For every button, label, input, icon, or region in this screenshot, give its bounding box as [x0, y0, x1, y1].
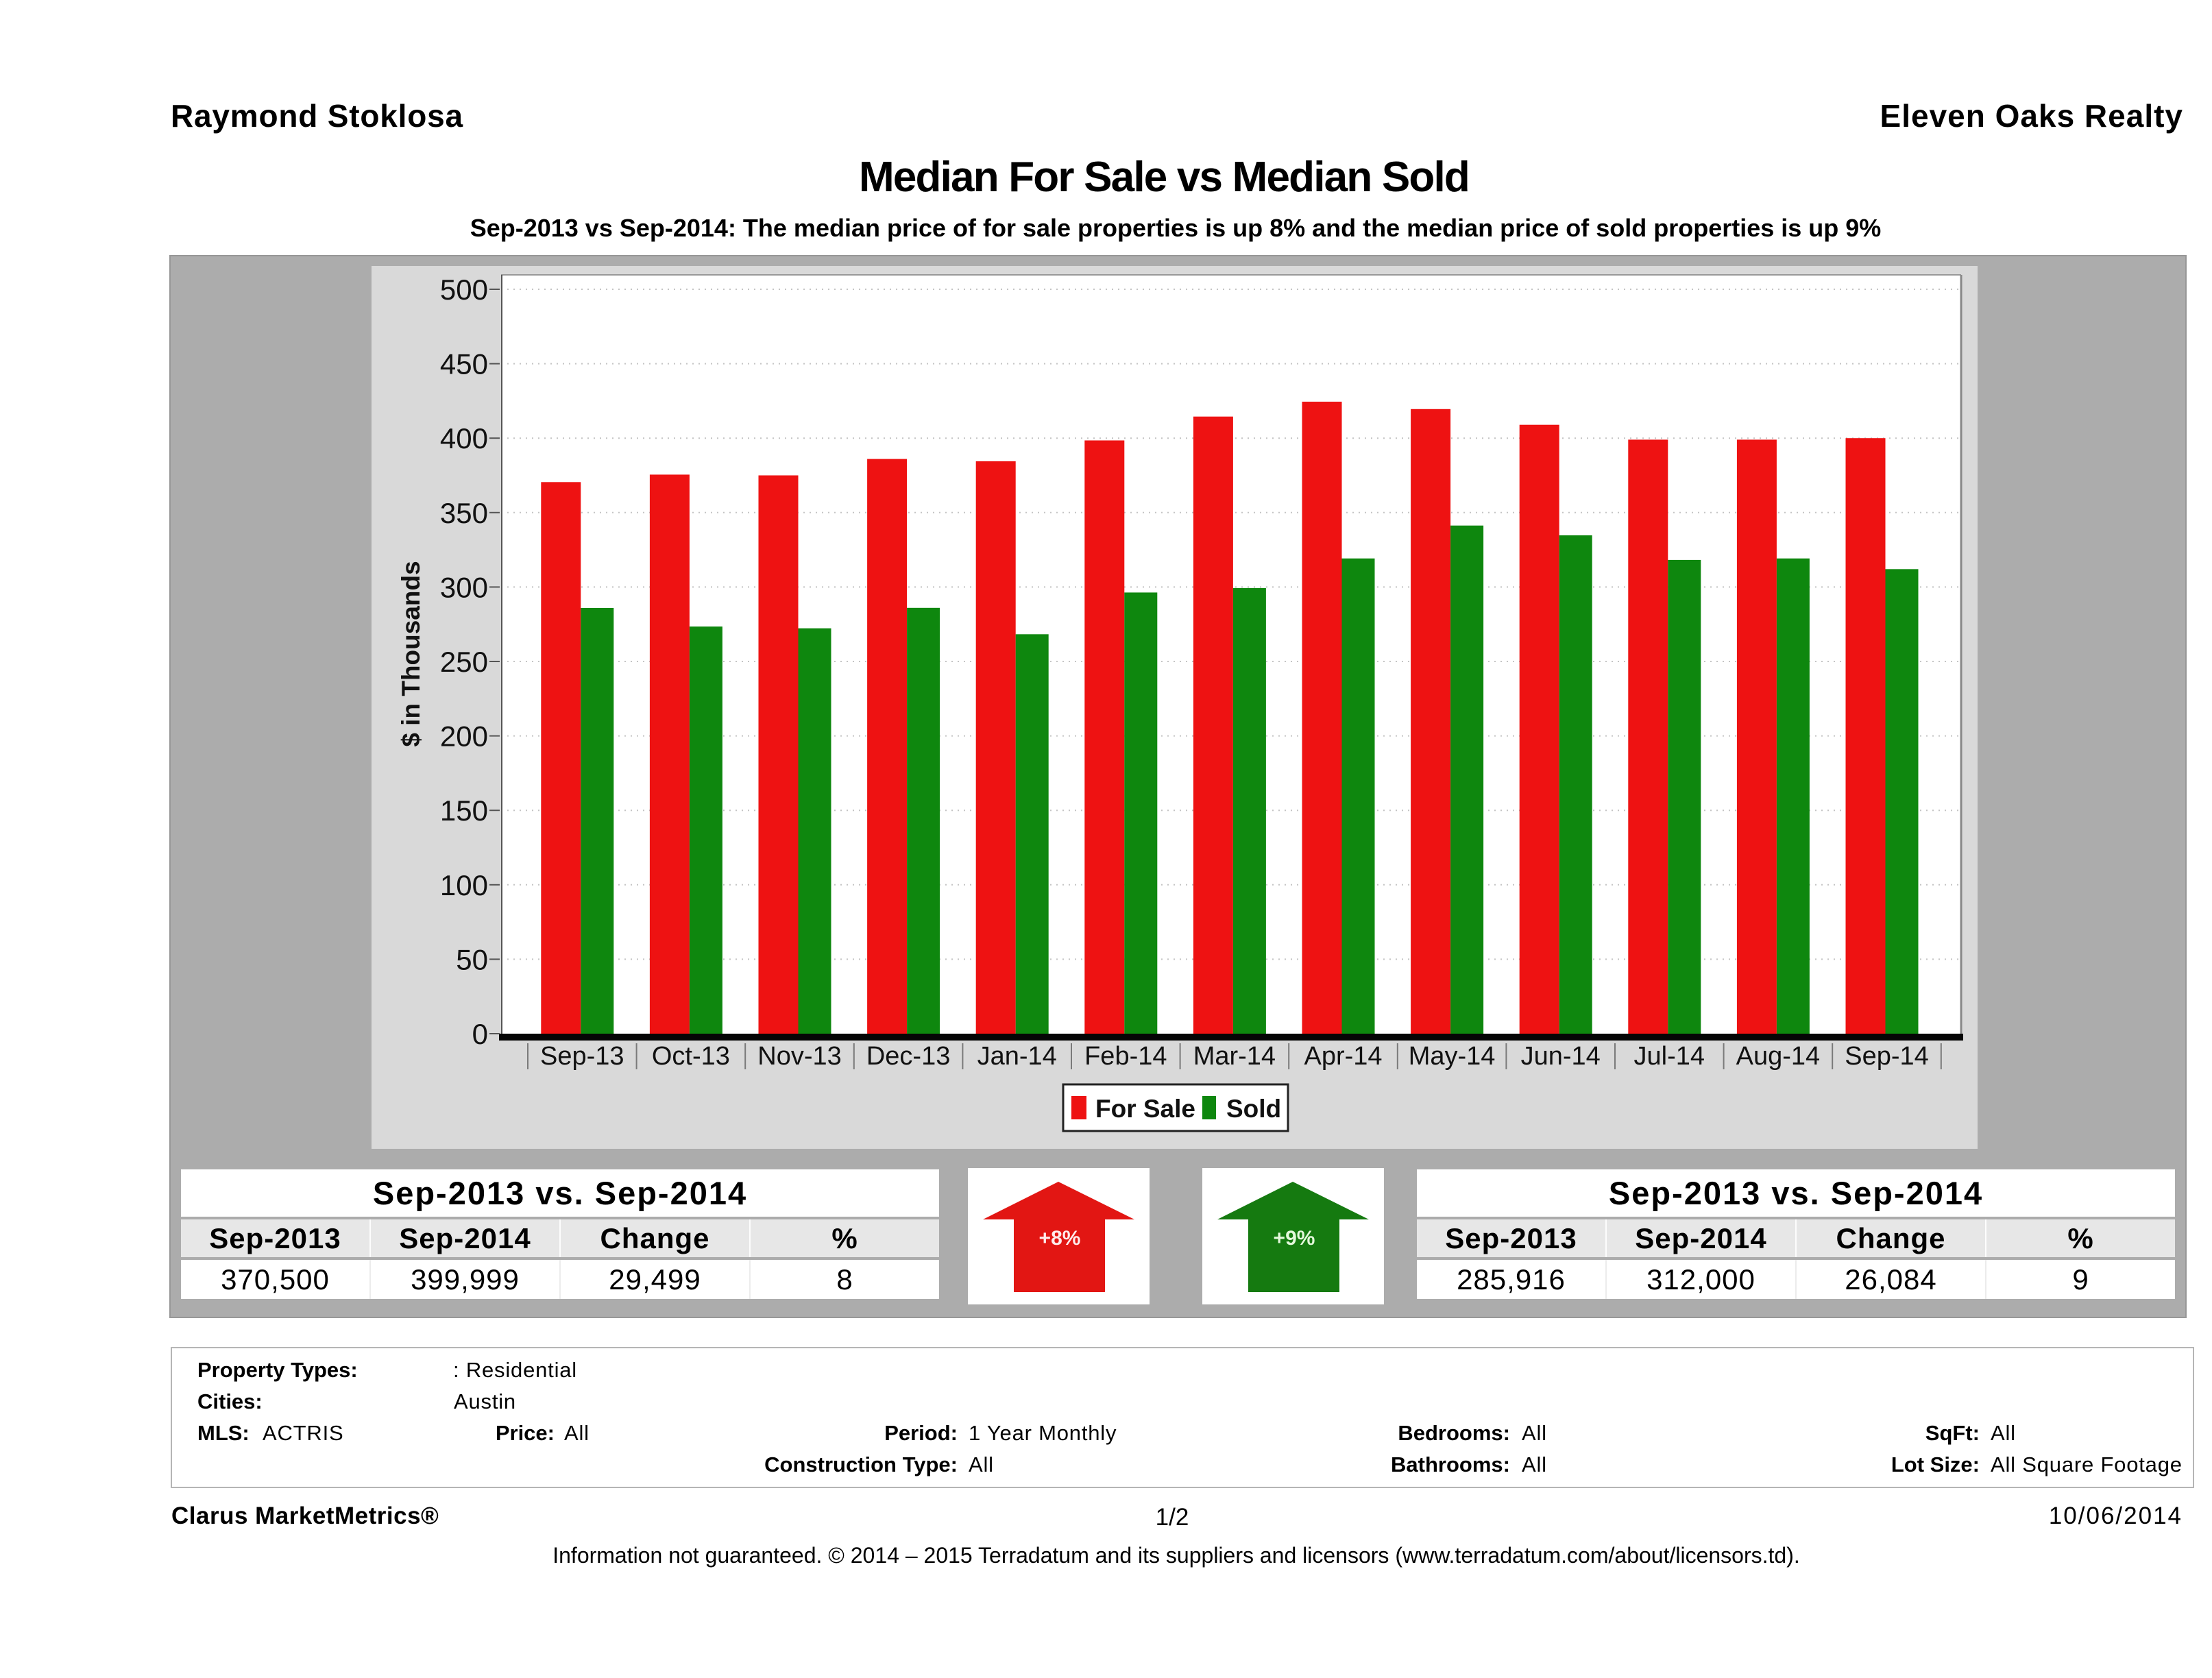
svg-text:300: 300 [440, 571, 488, 603]
svg-text:Feb-14: Feb-14 [1084, 1042, 1167, 1071]
svg-text:500: 500 [440, 273, 488, 306]
svg-text:Sold: Sold [1226, 1095, 1281, 1123]
svg-text:Sep-14: Sep-14 [1845, 1042, 1929, 1071]
svg-text:Aug-14: Aug-14 [1736, 1042, 1821, 1071]
svg-text:450: 450 [440, 348, 488, 380]
svg-text:150: 150 [440, 794, 488, 827]
svg-text:+9%: +9% [1274, 1227, 1315, 1250]
svg-text:0: 0 [472, 1018, 488, 1050]
svg-text:400: 400 [440, 422, 488, 454]
svg-text:Nov-13: Nov-13 [757, 1042, 842, 1071]
svg-text:+8%: +8% [1039, 1227, 1081, 1250]
svg-text:350: 350 [440, 497, 488, 529]
svg-text:Apr-14: Apr-14 [1304, 1042, 1382, 1071]
svg-text:250: 250 [440, 646, 488, 678]
svg-text:Sep-13: Sep-13 [540, 1042, 624, 1071]
svg-text:Jul-14: Jul-14 [1634, 1042, 1705, 1071]
svg-text:May-14: May-14 [1409, 1042, 1496, 1071]
svg-text:Oct-13: Oct-13 [652, 1042, 730, 1071]
svg-text:Mar-14: Mar-14 [1193, 1042, 1276, 1071]
svg-text:For Sale: For Sale [1095, 1095, 1195, 1123]
svg-text:$ in Thousands: $ in Thousands [397, 561, 425, 746]
svg-text:100: 100 [440, 869, 488, 901]
svg-text:Dec-13: Dec-13 [866, 1042, 951, 1071]
svg-text:Jan-14: Jan-14 [977, 1042, 1057, 1071]
svg-text:Jun-14: Jun-14 [1521, 1042, 1601, 1071]
svg-text:200: 200 [440, 720, 488, 753]
svg-text:50: 50 [456, 943, 488, 975]
